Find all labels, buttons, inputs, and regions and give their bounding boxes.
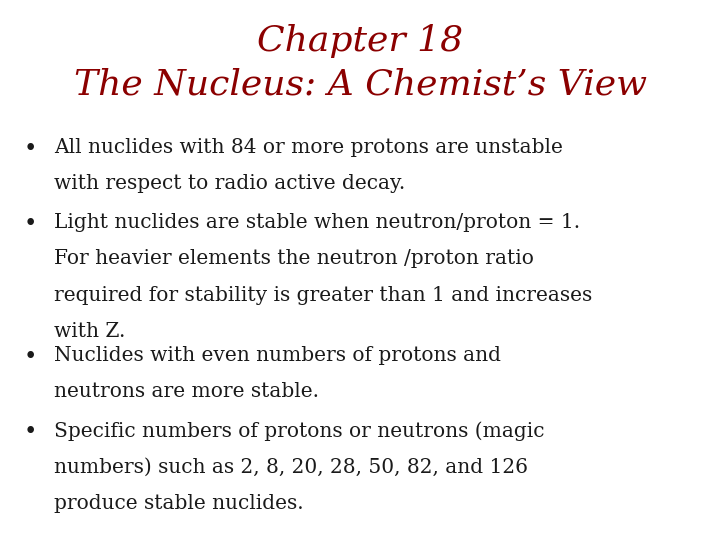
Text: •: • (24, 421, 37, 443)
Text: All nuclides with 84 or more protons are unstable: All nuclides with 84 or more protons are… (54, 138, 563, 157)
Text: •: • (24, 138, 37, 160)
Text: For heavier elements the neutron /proton ratio: For heavier elements the neutron /proton… (54, 249, 534, 268)
Text: Specific numbers of protons or neutrons (magic: Specific numbers of protons or neutrons … (54, 421, 544, 441)
Text: with respect to radio active decay.: with respect to radio active decay. (54, 174, 405, 193)
Text: required for stability is greater than 1 and increases: required for stability is greater than 1… (54, 286, 593, 305)
Text: Nuclides with even numbers of protons and: Nuclides with even numbers of protons an… (54, 346, 501, 365)
Text: with Z.: with Z. (54, 322, 125, 341)
Text: •: • (24, 213, 37, 235)
Text: •: • (24, 346, 37, 368)
Text: numbers) such as 2, 8, 20, 28, 50, 82, and 126: numbers) such as 2, 8, 20, 28, 50, 82, a… (54, 457, 528, 476)
Text: The Nucleus: A Chemist’s View: The Nucleus: A Chemist’s View (73, 68, 647, 102)
Text: Chapter 18: Chapter 18 (257, 24, 463, 58)
Text: neutrons are more stable.: neutrons are more stable. (54, 382, 319, 401)
Text: Light nuclides are stable when neutron/proton = 1.: Light nuclides are stable when neutron/p… (54, 213, 580, 232)
Text: produce stable nuclides.: produce stable nuclides. (54, 494, 304, 512)
